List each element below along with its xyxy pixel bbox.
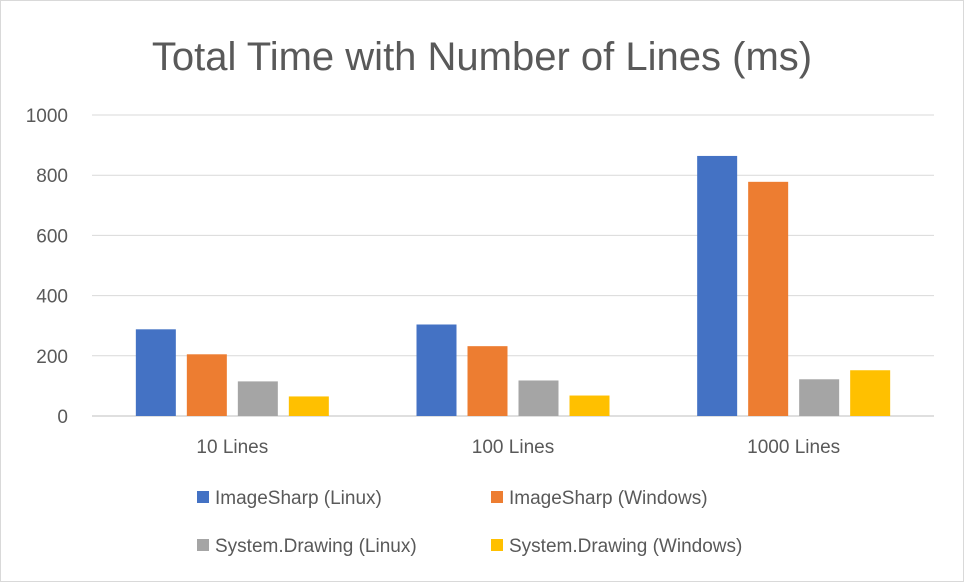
legend-item: System.Drawing (Windows) (491, 536, 742, 557)
y-tick-label: 400 (36, 287, 68, 308)
bar (135, 329, 176, 416)
legend-item: ImageSharp (Windows) (491, 488, 708, 509)
legend-swatch (197, 491, 209, 503)
bar (518, 380, 559, 416)
x-axis-labels: 10 Lines 100 Lines 1000 Lines (196, 437, 840, 458)
bar (799, 379, 840, 416)
bar (569, 395, 610, 416)
gridlines (92, 114, 934, 417)
bar (467, 346, 508, 416)
bars (135, 155, 891, 416)
legend-label: ImageSharp (Linux) (215, 488, 382, 509)
legend-swatch (197, 539, 209, 551)
bar (850, 370, 891, 416)
bar (186, 354, 227, 416)
y-tick-label: 1000 (26, 106, 68, 127)
x-tick-label: 1000 Lines (747, 437, 840, 458)
legend: ImageSharp (Linux) ImageSharp (Windows) Sy… (197, 488, 742, 557)
y-tick-label: 800 (36, 166, 68, 187)
bar (748, 181, 789, 416)
legend-item: ImageSharp (Linux) (197, 488, 382, 509)
y-tick-label: 200 (36, 347, 68, 368)
x-tick-label: 10 Lines (196, 437, 268, 458)
y-tick-label: 600 (36, 226, 68, 247)
legend-item: System.Drawing (Linux) (197, 536, 417, 557)
bar (237, 381, 278, 416)
legend-swatch (491, 539, 503, 551)
y-tick-label: 0 (57, 407, 68, 428)
bar (288, 396, 329, 416)
chart-title: Total Time with Number of Lines (ms) (152, 35, 812, 79)
legend-label: System.Drawing (Windows) (509, 536, 742, 557)
bar (416, 324, 457, 416)
legend-label: ImageSharp (Windows) (509, 488, 708, 509)
legend-label: System.Drawing (Linux) (215, 536, 417, 557)
y-axis-ticks: 0 200 400 600 800 1000 (26, 106, 68, 428)
bar (697, 155, 738, 416)
x-tick-label: 100 Lines (472, 437, 554, 458)
legend-swatch (491, 491, 503, 503)
